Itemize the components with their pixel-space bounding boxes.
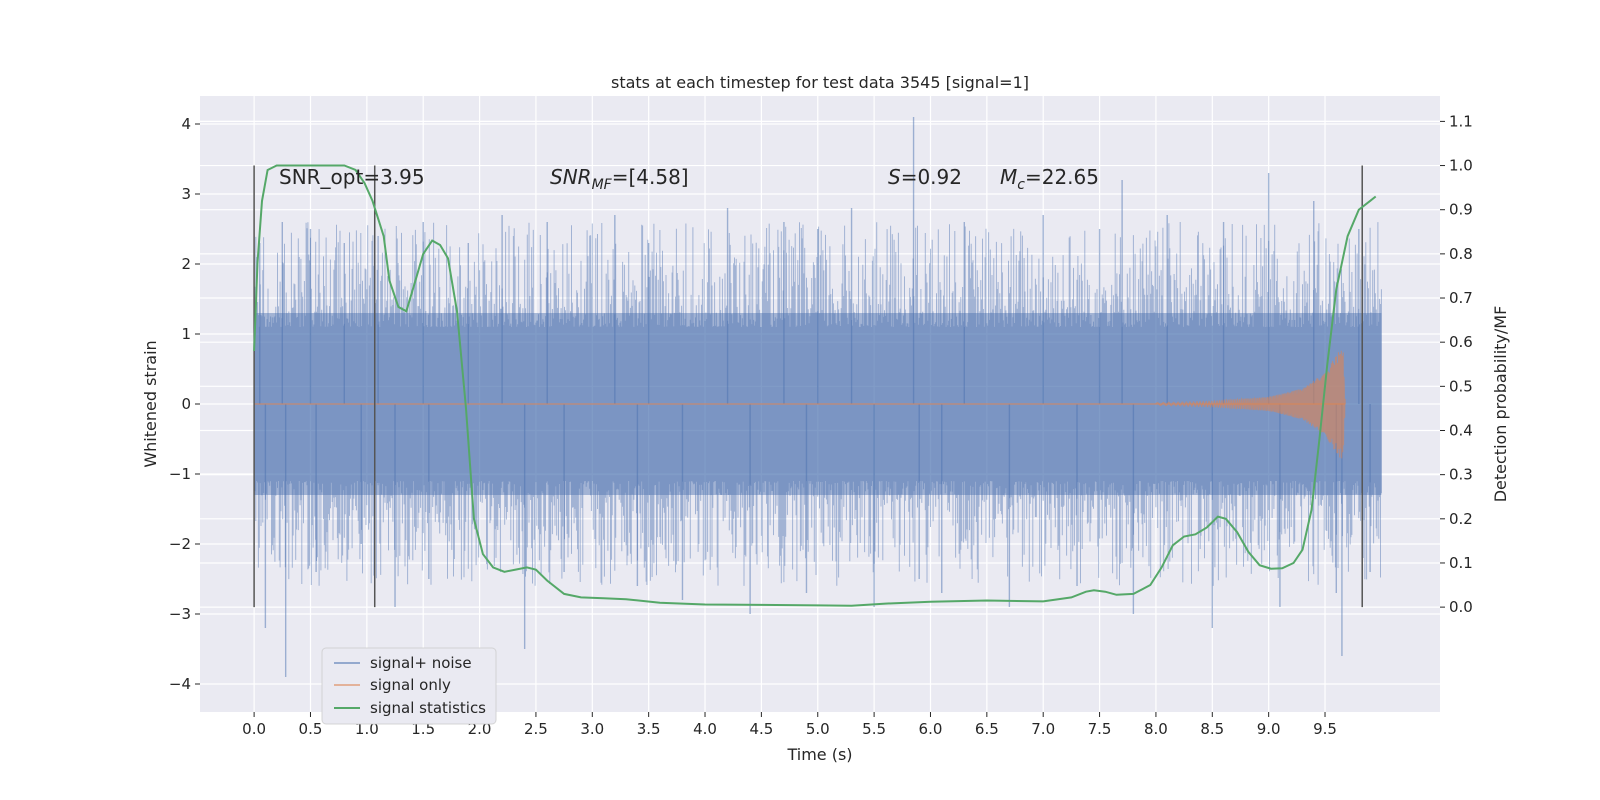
x-tick-label: 9.5 <box>1313 720 1337 738</box>
annotations: SNR_opt=3.95 SNRMF=[4.58] S=0.92 Mc=22.6… <box>279 165 1099 193</box>
x-tick-label: 9.0 <box>1257 720 1281 738</box>
y2-tick-label: 0.7 <box>1449 289 1473 307</box>
x-axis: 0.0 0.5 1.0 1.5 2.0 2.5 3.0 3.5 4.0 4.5 5.0 5.5 6.0 6… <box>242 712 1337 738</box>
legend-label-stats: signal statistics <box>370 699 486 717</box>
x-tick-label: 3.0 <box>580 720 604 738</box>
x-tick-label: 2.5 <box>524 720 548 738</box>
legend-box <box>321 647 497 725</box>
annotation-main: S <box>888 165 901 189</box>
x-axis-label: Time (s) <box>786 745 852 764</box>
annotation-value: =0.92 <box>901 165 962 189</box>
y-tick-label: 1 <box>181 325 191 343</box>
signal-series <box>254 350 1346 459</box>
y2-tick-label: 0.4 <box>1449 421 1473 439</box>
y-axis-left: −4 −3 −2 −1 0 1 2 3 4 <box>169 115 200 693</box>
stats-series <box>253 164 1377 607</box>
y-tick-label: 0 <box>181 395 191 413</box>
annotation-s: S=0.92 <box>888 165 962 189</box>
annotation-snr-opt: SNR_opt=3.95 <box>279 165 425 189</box>
y-tick-label: 2 <box>181 255 191 273</box>
annotation-main: SNR <box>550 165 592 189</box>
y2-tick-label: 0.0 <box>1449 598 1473 616</box>
x-tick-label: 5.0 <box>806 720 830 738</box>
y-tick-label: 4 <box>181 115 191 133</box>
y2-tick-label: 0.5 <box>1449 377 1473 395</box>
y2-tick-label: 0.9 <box>1449 201 1473 219</box>
y2-tick-label: 0.8 <box>1449 245 1473 263</box>
y2-axis-label: Detection probability/MF <box>1491 306 1510 503</box>
x-tick-label: 4.5 <box>749 720 773 738</box>
y-tick-label: 3 <box>181 185 191 203</box>
chart-title: stats at each timestep for test data 354… <box>611 73 1029 92</box>
x-tick-label: 7.5 <box>1088 720 1112 738</box>
annotation-snr-mf: SNRMF=[4.58] <box>550 165 689 193</box>
annotation-value: =[4.58] <box>612 165 689 189</box>
x-tick-label: 0.5 <box>299 720 323 738</box>
x-tick-label: 8.0 <box>1144 720 1168 738</box>
x-tick-label: 8.5 <box>1200 720 1224 738</box>
y2-tick-label: 1.0 <box>1449 157 1473 175</box>
x-tick-label: 5.5 <box>862 720 886 738</box>
y2-tick-label: 0.6 <box>1449 333 1473 351</box>
y-tick-label: −2 <box>169 535 191 553</box>
y-tick-label: −1 <box>169 465 191 483</box>
y2-tick-label: 0.1 <box>1449 554 1473 572</box>
y-tick-label: −3 <box>169 605 191 623</box>
y2-tick-label: 1.1 <box>1449 112 1473 130</box>
signal-trace <box>1155 350 1346 459</box>
x-tick-label: 6.5 <box>975 720 999 738</box>
y-tick-label: −4 <box>169 675 191 693</box>
vertical-markers <box>253 165 1363 608</box>
x-tick-label: 4.0 <box>693 720 717 738</box>
x-tick-label: 3.5 <box>637 720 661 738</box>
annotation-mc: Mc=22.65 <box>1000 165 1099 193</box>
annotation-value: =22.65 <box>1025 165 1099 189</box>
legend-label-signal: signal only <box>370 676 451 694</box>
x-tick-label: 0.0 <box>242 720 266 738</box>
legend: signal+ noise signal only signal statist… <box>321 647 497 725</box>
stats-line <box>253 164 1377 607</box>
annotation-subscript: MF <box>592 177 613 193</box>
y-axis-right: 0.0 0.1 0.2 0.3 0.4 0.5 0.6 0.7 0.8 0.9 1.0 1.1 <box>1440 112 1473 616</box>
annotation-main: M <box>1000 165 1017 189</box>
x-tick-label: 7.0 <box>1031 720 1055 738</box>
legend-label-noise: signal+ noise <box>370 654 472 672</box>
x-tick-label: 6.0 <box>919 720 943 738</box>
y2-tick-label: 0.2 <box>1449 510 1473 528</box>
annotation-subscript: c <box>1017 177 1025 193</box>
y2-tick-label: 0.3 <box>1449 466 1473 484</box>
y-axis-label: Whitened strain <box>141 340 160 467</box>
